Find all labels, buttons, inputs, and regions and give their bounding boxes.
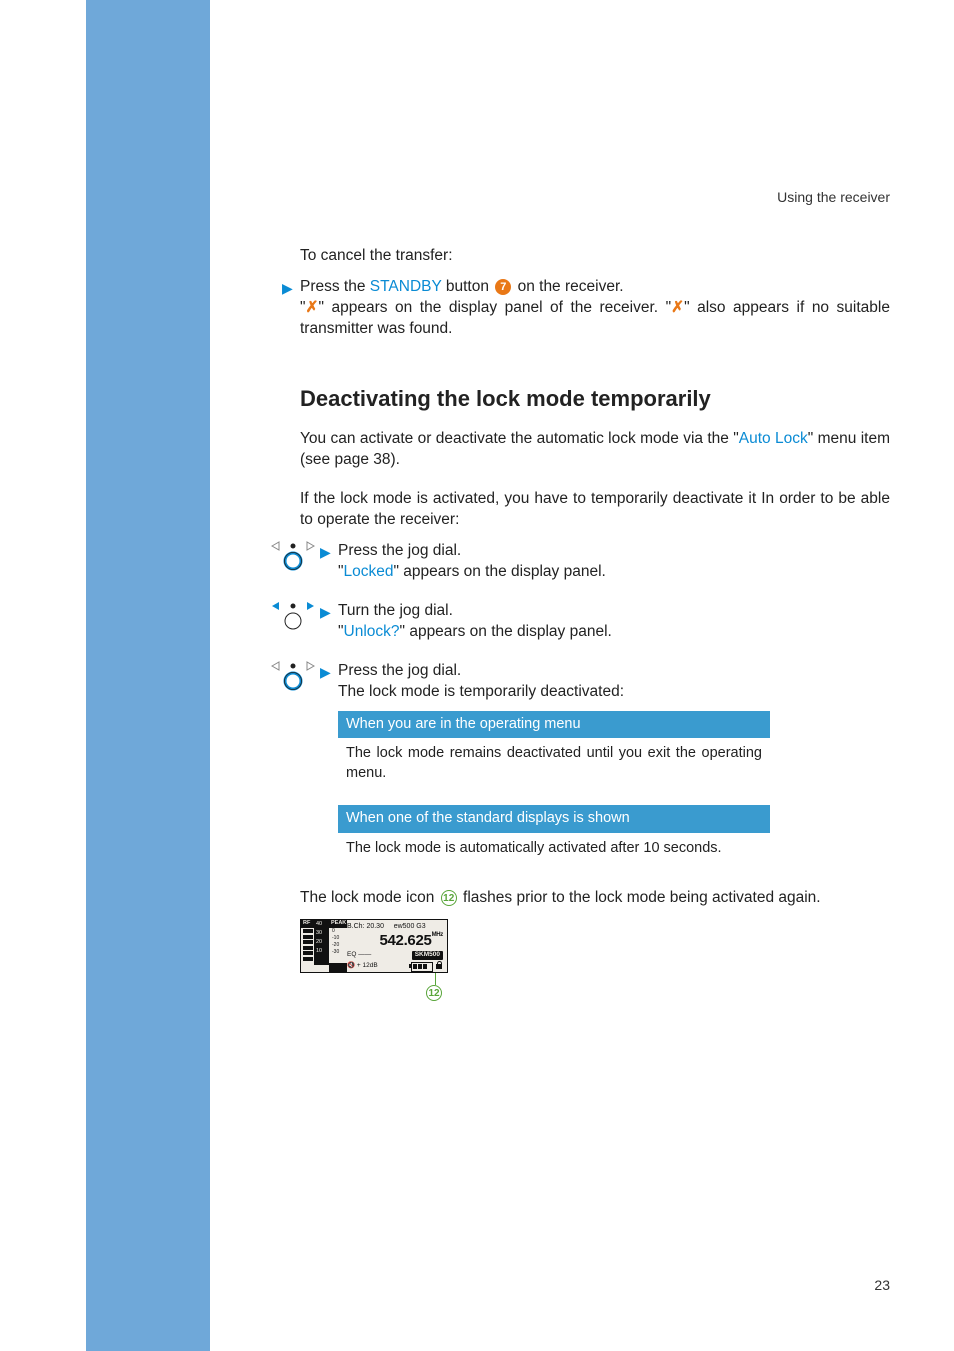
scale-40: 40 [314,920,329,929]
rf-label: RF [303,920,310,927]
text-fragment: button [442,278,494,295]
text-fragment: The lock mode icon [300,889,439,906]
cancel-intro: To cancel the transfer: [300,246,890,267]
auto-lock-link: Auto Lock [739,430,808,447]
step-text: Press the jog dial. [338,542,461,559]
lcd-main: B.Ch: 20.30 ew500 G3 542.625MHz EQ —— SK… [347,922,443,972]
lcd-screen: RF 40 30 20 10 [300,919,448,973]
step-text: Turn the jog dial. [338,602,453,619]
lcd-illustration: RF 40 30 20 10 [300,919,448,1001]
rf-column: RF [301,920,314,972]
step-press-jog-2: ▶ Press the jog dial. The lock mode is t… [300,661,890,703]
lcd-status-icons [411,961,443,973]
step-result: The lock mode is temporarily deactivated… [338,682,890,703]
lcd-eq: EQ —— [347,951,371,960]
para-if-activated: If the lock mode is activated, you have … [300,489,890,531]
freq-unit: MHz [432,932,443,938]
lcd-frequency: 542.625MHz [347,931,443,951]
step-marker-icon: ▶ [320,543,331,562]
table-body: The lock mode remains deactivated until … [338,738,770,789]
text-fragment: Press the [300,278,370,295]
freq-value: 542.625 [379,932,431,949]
lcd-model: ew500 G3 [394,923,426,930]
step-marker-icon: ▶ [282,279,293,298]
content-area: To cancel the transfer: ▶ Press the STAN… [300,0,890,1001]
text-fragment: " appears on the display panel. [400,623,612,640]
peak-m10: -10 [332,935,347,942]
mute-icon: 🔇 [347,962,355,969]
step-turn-jog: ▶ Turn the jog dial. "Unlock?" appears o… [300,601,890,643]
step-text: Press the jog dial. [338,662,461,679]
footnote: The lock mode icon 12 flashes prior to t… [300,888,890,909]
ref-number-12: 12 [441,890,457,906]
step-result: "✗" appears on the display panel of the … [300,298,890,340]
lcd-gain: + 12dB [357,962,378,969]
lock-icon [435,961,443,969]
rf-scale: 40 30 20 10 [314,920,329,972]
page: Using the receiver To cancel the transfe… [0,0,954,1351]
jog-press-icon [268,541,318,578]
table-header: When one of the standard displays is sho… [338,805,770,833]
section-heading: Deactivating the lock mode temporarily [300,384,890,414]
blue-sidebar [86,0,210,1351]
peak-m30: -30 [332,949,347,956]
rf-bars [303,929,313,961]
peak-bottom [329,963,347,972]
step-content: ▶ Press the jog dial. The lock mode is t… [338,661,890,703]
lcd-row4: 🔇 + 12dB [347,961,443,973]
step-result: "Locked" appears on the display panel. [338,562,890,583]
ref-number-7: 7 [495,279,511,295]
jog-turn-icon [268,601,318,638]
scale-20: 20 [314,938,329,947]
callout-table-operating-menu: When you are in the operating menu The l… [338,711,770,790]
text-fragment: flashes prior to the lock mode being act… [459,889,821,906]
unlock-label: Unlock? [344,623,400,640]
callout-table-standard-display: When one of the standard displays is sho… [338,805,770,864]
lcd-row3: EQ —— SKM500 [347,951,443,960]
battery-icon [411,962,433,972]
body-text: To cancel the transfer: ▶ Press the STAN… [300,246,890,1001]
peak-column: PEAK 0 -10 -20 -30 [329,920,347,972]
standby-link: STANDBY [370,278,442,295]
step-press-standby: ▶ Press the STANDBY button 7 on the rece… [240,277,890,340]
peak-scale: 0 -10 -20 -30 [329,928,347,956]
lcd-skm: SKM500 [412,951,443,960]
fail-mark-icon: ✗ [306,299,319,316]
step-content: ▶ Turn the jog dial. "Unlock?" appears o… [338,601,890,643]
lcd-left-meters: RF 40 30 20 10 [301,920,331,972]
peak-m20: -20 [332,942,347,949]
step-content: ▶ Press the jog dial. "Locked" appears o… [338,541,890,583]
scale-bottom [314,956,329,965]
page-number: 23 [874,1276,890,1295]
table-header: When you are in the operating menu [338,711,770,739]
text-fragment: You can activate or deactivate the autom… [300,430,739,447]
peak-0: 0 [332,928,347,935]
step-marker-icon: ▶ [320,603,331,622]
step-marker-icon: ▶ [320,663,331,682]
step-press-jog-1: ▶ Press the jog dial. "Locked" appears o… [300,541,890,583]
text-fragment: " appears on the display panel of the re… [319,299,672,316]
scale-10: 10 [314,947,329,956]
step-result: "Unlock?" appears on the display panel. [338,622,890,643]
locked-label: Locked [344,563,394,580]
jog-press-icon [268,661,318,698]
para-activate: You can activate or deactivate the autom… [300,429,890,471]
lcd-bch: B.Ch: 20.30 [347,923,384,930]
callout-line [435,973,436,985]
lcd-mute-gain: 🔇 + 12dB [347,962,378,971]
table-body: The lock mode is automatically activated… [338,833,770,865]
peak-label: PEAK [329,920,347,928]
text-fragment: on the receiver. [513,278,623,295]
scale-30: 30 [314,929,329,938]
fail-mark-icon: ✗ [671,299,684,316]
step-text: Press the STANDBY button 7 on the receiv… [300,278,624,295]
callout-number-12: 12 [426,985,442,1001]
text-fragment: " appears on the display panel. [394,563,606,580]
lcd-callout: 12 [300,973,448,1001]
